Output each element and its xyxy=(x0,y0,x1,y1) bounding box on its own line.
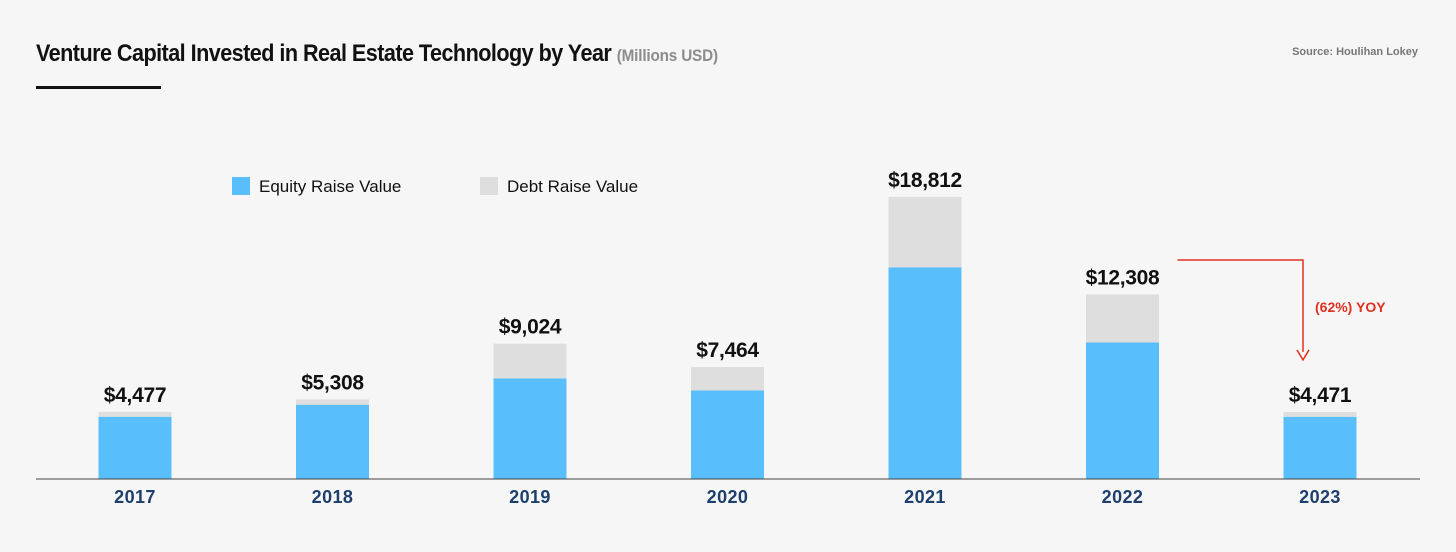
title-underline xyxy=(36,86,161,89)
chart-title: Venture Capital Invested in Real Estate … xyxy=(36,40,718,68)
x-tick-2023: 2023 xyxy=(1299,487,1341,507)
bar-equity-2022 xyxy=(1086,342,1159,479)
bar-debt-2021 xyxy=(888,196,962,268)
x-tick-2018: 2018 xyxy=(312,487,354,507)
data-label-2022: $12,308 xyxy=(1086,266,1160,289)
yoy-annotation-label: (62%) YOY xyxy=(1315,299,1386,315)
bar-debt-2017 xyxy=(98,411,172,417)
legend-swatch-equity xyxy=(232,177,250,195)
x-tick-2019: 2019 xyxy=(509,487,551,507)
x-tick-2020: 2020 xyxy=(707,487,749,507)
data-label-2020: $7,464 xyxy=(696,339,759,362)
bar-equity-2017 xyxy=(98,416,172,479)
data-label-2017: $4,477 xyxy=(104,384,166,407)
x-tick-2022: 2022 xyxy=(1102,487,1144,507)
x-tick-2021: 2021 xyxy=(904,487,946,507)
bar-debt-2019 xyxy=(493,343,567,379)
chart-title-unit: (Millions USD) xyxy=(616,46,718,65)
data-label-2018: $5,308 xyxy=(301,371,364,394)
bar-equity-2023 xyxy=(1283,416,1357,479)
data-label-2023: $4,471 xyxy=(1289,384,1352,407)
source-note: Source: Houlihan Lokey xyxy=(1292,46,1418,58)
data-label-2021: $18,812 xyxy=(888,169,962,192)
legend-label-debt: Debt Raise Value xyxy=(507,177,638,196)
bar-debt-2018 xyxy=(296,399,369,405)
bar-equity-2019 xyxy=(493,378,567,479)
bar-debt-2020 xyxy=(691,367,764,391)
bar-equity-2021 xyxy=(888,267,962,479)
yoy-connector-line xyxy=(1177,259,1304,352)
x-tick-2017: 2017 xyxy=(114,487,156,507)
chart-title-text: Venture Capital Invested in Real Estate … xyxy=(36,40,612,67)
legend-label-equity: Equity Raise Value xyxy=(259,177,401,196)
bar-debt-2023 xyxy=(1283,411,1357,417)
legend-swatch-debt xyxy=(480,177,498,195)
bar-equity-2018 xyxy=(296,404,369,479)
yoy-arrow-head xyxy=(1296,349,1310,362)
bar-equity-2020 xyxy=(691,390,764,479)
bar-debt-2022 xyxy=(1086,294,1159,343)
data-label-2019: $9,024 xyxy=(499,316,562,339)
